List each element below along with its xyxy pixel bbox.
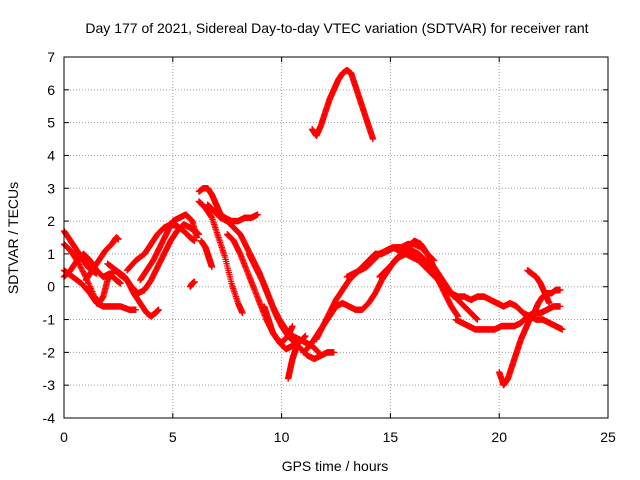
- data-point: [474, 316, 481, 323]
- data-point: [208, 263, 216, 271]
- data-point: [80, 269, 87, 276]
- data-point: [369, 135, 377, 143]
- series-arc-18: [284, 342, 301, 382]
- y-tick-label: -3: [43, 377, 56, 393]
- x-tick-label: 5: [169, 429, 177, 445]
- data-point: [155, 306, 162, 313]
- data-point: [76, 261, 83, 268]
- series-arc-9: [123, 221, 198, 274]
- data-point: [239, 309, 246, 317]
- y-tick-label: 7: [47, 49, 55, 65]
- x-tick-label: 25: [600, 429, 616, 445]
- y-tick-label: 5: [47, 115, 55, 131]
- data-point: [293, 342, 301, 349]
- x-tick-label: 10: [274, 429, 290, 445]
- data-point: [115, 235, 122, 243]
- y-tick-label: 1: [47, 246, 55, 262]
- data-point: [132, 306, 140, 313]
- series-arc-12: [197, 237, 216, 271]
- data-point: [302, 332, 309, 340]
- series-arc-27: [524, 267, 553, 307]
- y-tick-label: 3: [47, 180, 55, 196]
- data-point: [191, 278, 198, 286]
- y-tick-label: -1: [43, 312, 56, 328]
- data-point: [330, 349, 338, 356]
- data-point: [546, 299, 553, 307]
- y-tick-label: 2: [47, 213, 55, 229]
- x-tick-label: 15: [383, 429, 399, 445]
- data-point: [78, 266, 86, 274]
- y-tick-label: 6: [47, 82, 55, 98]
- y-tick-label: -4: [43, 410, 56, 426]
- series-arc-19: [308, 66, 377, 143]
- data-point: [556, 286, 564, 294]
- x-axis-label: GPS time / hours: [282, 458, 389, 474]
- data-point: [77, 264, 84, 271]
- x-tick-label: 0: [60, 429, 68, 445]
- chart-title: Day 177 of 2021, Sidereal Day-to-day VTE…: [85, 20, 588, 36]
- data-point: [254, 211, 261, 218]
- data-point: [79, 268, 87, 275]
- data-point: [76, 262, 84, 270]
- data-point: [78, 265, 85, 272]
- x-tick-label: 20: [491, 429, 507, 445]
- series-arc-10: [187, 278, 198, 290]
- series-arc-23: [376, 247, 462, 320]
- data-point: [117, 280, 124, 287]
- data-point: [73, 257, 81, 264]
- series-arc-4: [60, 267, 140, 313]
- data-point: [191, 237, 198, 244]
- data-point: [556, 303, 564, 310]
- y-tick-label: 4: [47, 147, 55, 163]
- data-point: [559, 326, 566, 333]
- y-axis-label: SDTVAR / TECUs: [5, 182, 21, 294]
- series-arc-5: [82, 234, 122, 284]
- series-arc-13: [195, 198, 246, 317]
- data-point: [74, 258, 81, 266]
- grid-lines: [64, 57, 608, 418]
- data-point: [289, 322, 296, 330]
- axis-ticks: 0 5 10 15 20 25 -4 -3 -2 -1 0 1 2 3 4 5 6 7: [43, 49, 616, 445]
- y-tick-label: 0: [47, 279, 55, 295]
- data-point: [75, 260, 82, 267]
- data-points: [60, 66, 566, 389]
- plot-frame: [63, 56, 609, 419]
- series-arc-17: [260, 303, 296, 346]
- y-tick-label: -2: [43, 344, 56, 360]
